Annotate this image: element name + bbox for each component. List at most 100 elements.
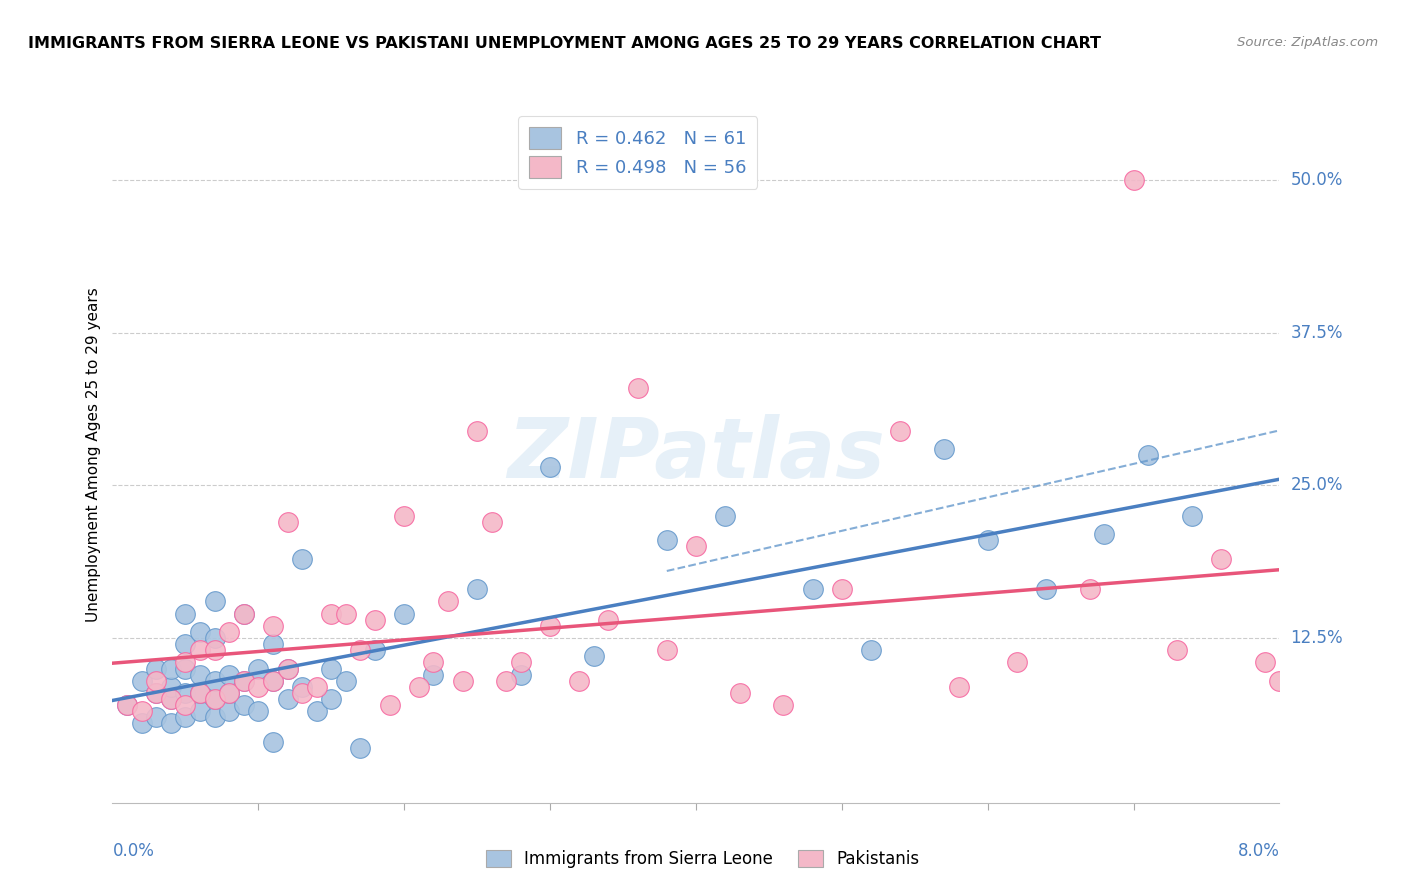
Point <box>394 508 416 523</box>
Point <box>1282 521 1305 535</box>
Point <box>655 533 678 548</box>
Point <box>422 656 444 670</box>
Text: Source: ZipAtlas.com: Source: ZipAtlas.com <box>1237 36 1378 49</box>
Legend: R = 0.462   N = 61, R = 0.498   N = 56: R = 0.462 N = 61, R = 0.498 N = 56 <box>517 116 758 189</box>
Point <box>889 424 911 438</box>
Point <box>188 624 211 639</box>
Text: 37.5%: 37.5% <box>1291 324 1343 342</box>
Point <box>262 673 284 688</box>
Point <box>378 698 401 713</box>
Point <box>364 613 387 627</box>
Point <box>232 607 254 621</box>
Point <box>321 661 343 675</box>
Point <box>188 667 211 681</box>
Text: IMMIGRANTS FROM SIERRA LEONE VS PAKISTANI UNEMPLOYMENT AMONG AGES 25 TO 29 YEARS: IMMIGRANTS FROM SIERRA LEONE VS PAKISTAN… <box>28 36 1101 51</box>
Point <box>247 704 270 718</box>
Point <box>655 643 678 657</box>
Point <box>160 661 183 675</box>
Point <box>335 607 357 621</box>
Point <box>364 643 387 657</box>
Point <box>538 619 561 633</box>
Point <box>1166 643 1188 657</box>
Point <box>160 692 183 706</box>
Point <box>509 667 531 681</box>
Point <box>465 582 488 597</box>
Point <box>145 710 167 724</box>
Point <box>204 710 226 724</box>
Point <box>204 692 226 706</box>
Point <box>232 673 254 688</box>
Point <box>188 643 211 657</box>
Point <box>305 680 328 694</box>
Point <box>1078 582 1101 597</box>
Point <box>481 515 503 529</box>
Point <box>174 698 197 713</box>
Point <box>1181 508 1204 523</box>
Point <box>174 686 197 700</box>
Point <box>204 673 226 688</box>
Point <box>408 680 430 694</box>
Point <box>495 673 517 688</box>
Point <box>276 692 298 706</box>
Point <box>1254 656 1277 670</box>
Point <box>174 656 197 670</box>
Point <box>291 551 314 566</box>
Point <box>131 716 153 731</box>
Point <box>160 680 183 694</box>
Text: 50.0%: 50.0% <box>1291 171 1343 189</box>
Point <box>262 619 284 633</box>
Point <box>160 692 183 706</box>
Point <box>1268 673 1291 688</box>
Point <box>204 692 226 706</box>
Point <box>247 661 270 675</box>
Point <box>145 673 167 688</box>
Point <box>598 613 620 627</box>
Point <box>131 704 153 718</box>
Point <box>1122 173 1144 187</box>
Point <box>932 442 955 456</box>
Point <box>174 710 197 724</box>
Text: 12.5%: 12.5% <box>1291 629 1343 647</box>
Point <box>262 735 284 749</box>
Point <box>218 686 240 700</box>
Point <box>262 673 284 688</box>
Point <box>1005 656 1028 670</box>
Point <box>218 686 240 700</box>
Point <box>218 667 240 681</box>
Point <box>247 680 270 694</box>
Point <box>188 704 211 718</box>
Point <box>349 643 371 657</box>
Point <box>291 686 314 700</box>
Point <box>335 673 357 688</box>
Point <box>232 698 254 713</box>
Point <box>204 643 226 657</box>
Point <box>232 673 254 688</box>
Point <box>394 607 416 621</box>
Point <box>859 643 883 657</box>
Point <box>204 594 226 608</box>
Point <box>627 381 650 395</box>
Point <box>131 673 153 688</box>
Point <box>188 686 211 700</box>
Point <box>262 637 284 651</box>
Text: 25.0%: 25.0% <box>1291 476 1343 494</box>
Point <box>218 704 240 718</box>
Point <box>568 673 591 688</box>
Point <box>1312 759 1334 773</box>
Point <box>422 667 444 681</box>
Point <box>204 631 226 645</box>
Point <box>218 624 240 639</box>
Point <box>321 692 343 706</box>
Y-axis label: Unemployment Among Ages 25 to 29 years: Unemployment Among Ages 25 to 29 years <box>86 287 101 623</box>
Point <box>1094 527 1116 541</box>
Text: 8.0%: 8.0% <box>1237 842 1279 860</box>
Point <box>174 637 197 651</box>
Point <box>831 582 853 597</box>
Point <box>801 582 824 597</box>
Point <box>276 661 298 675</box>
Point <box>1035 582 1057 597</box>
Point <box>1211 551 1233 566</box>
Point <box>437 594 460 608</box>
Point <box>948 680 970 694</box>
Point <box>145 661 167 675</box>
